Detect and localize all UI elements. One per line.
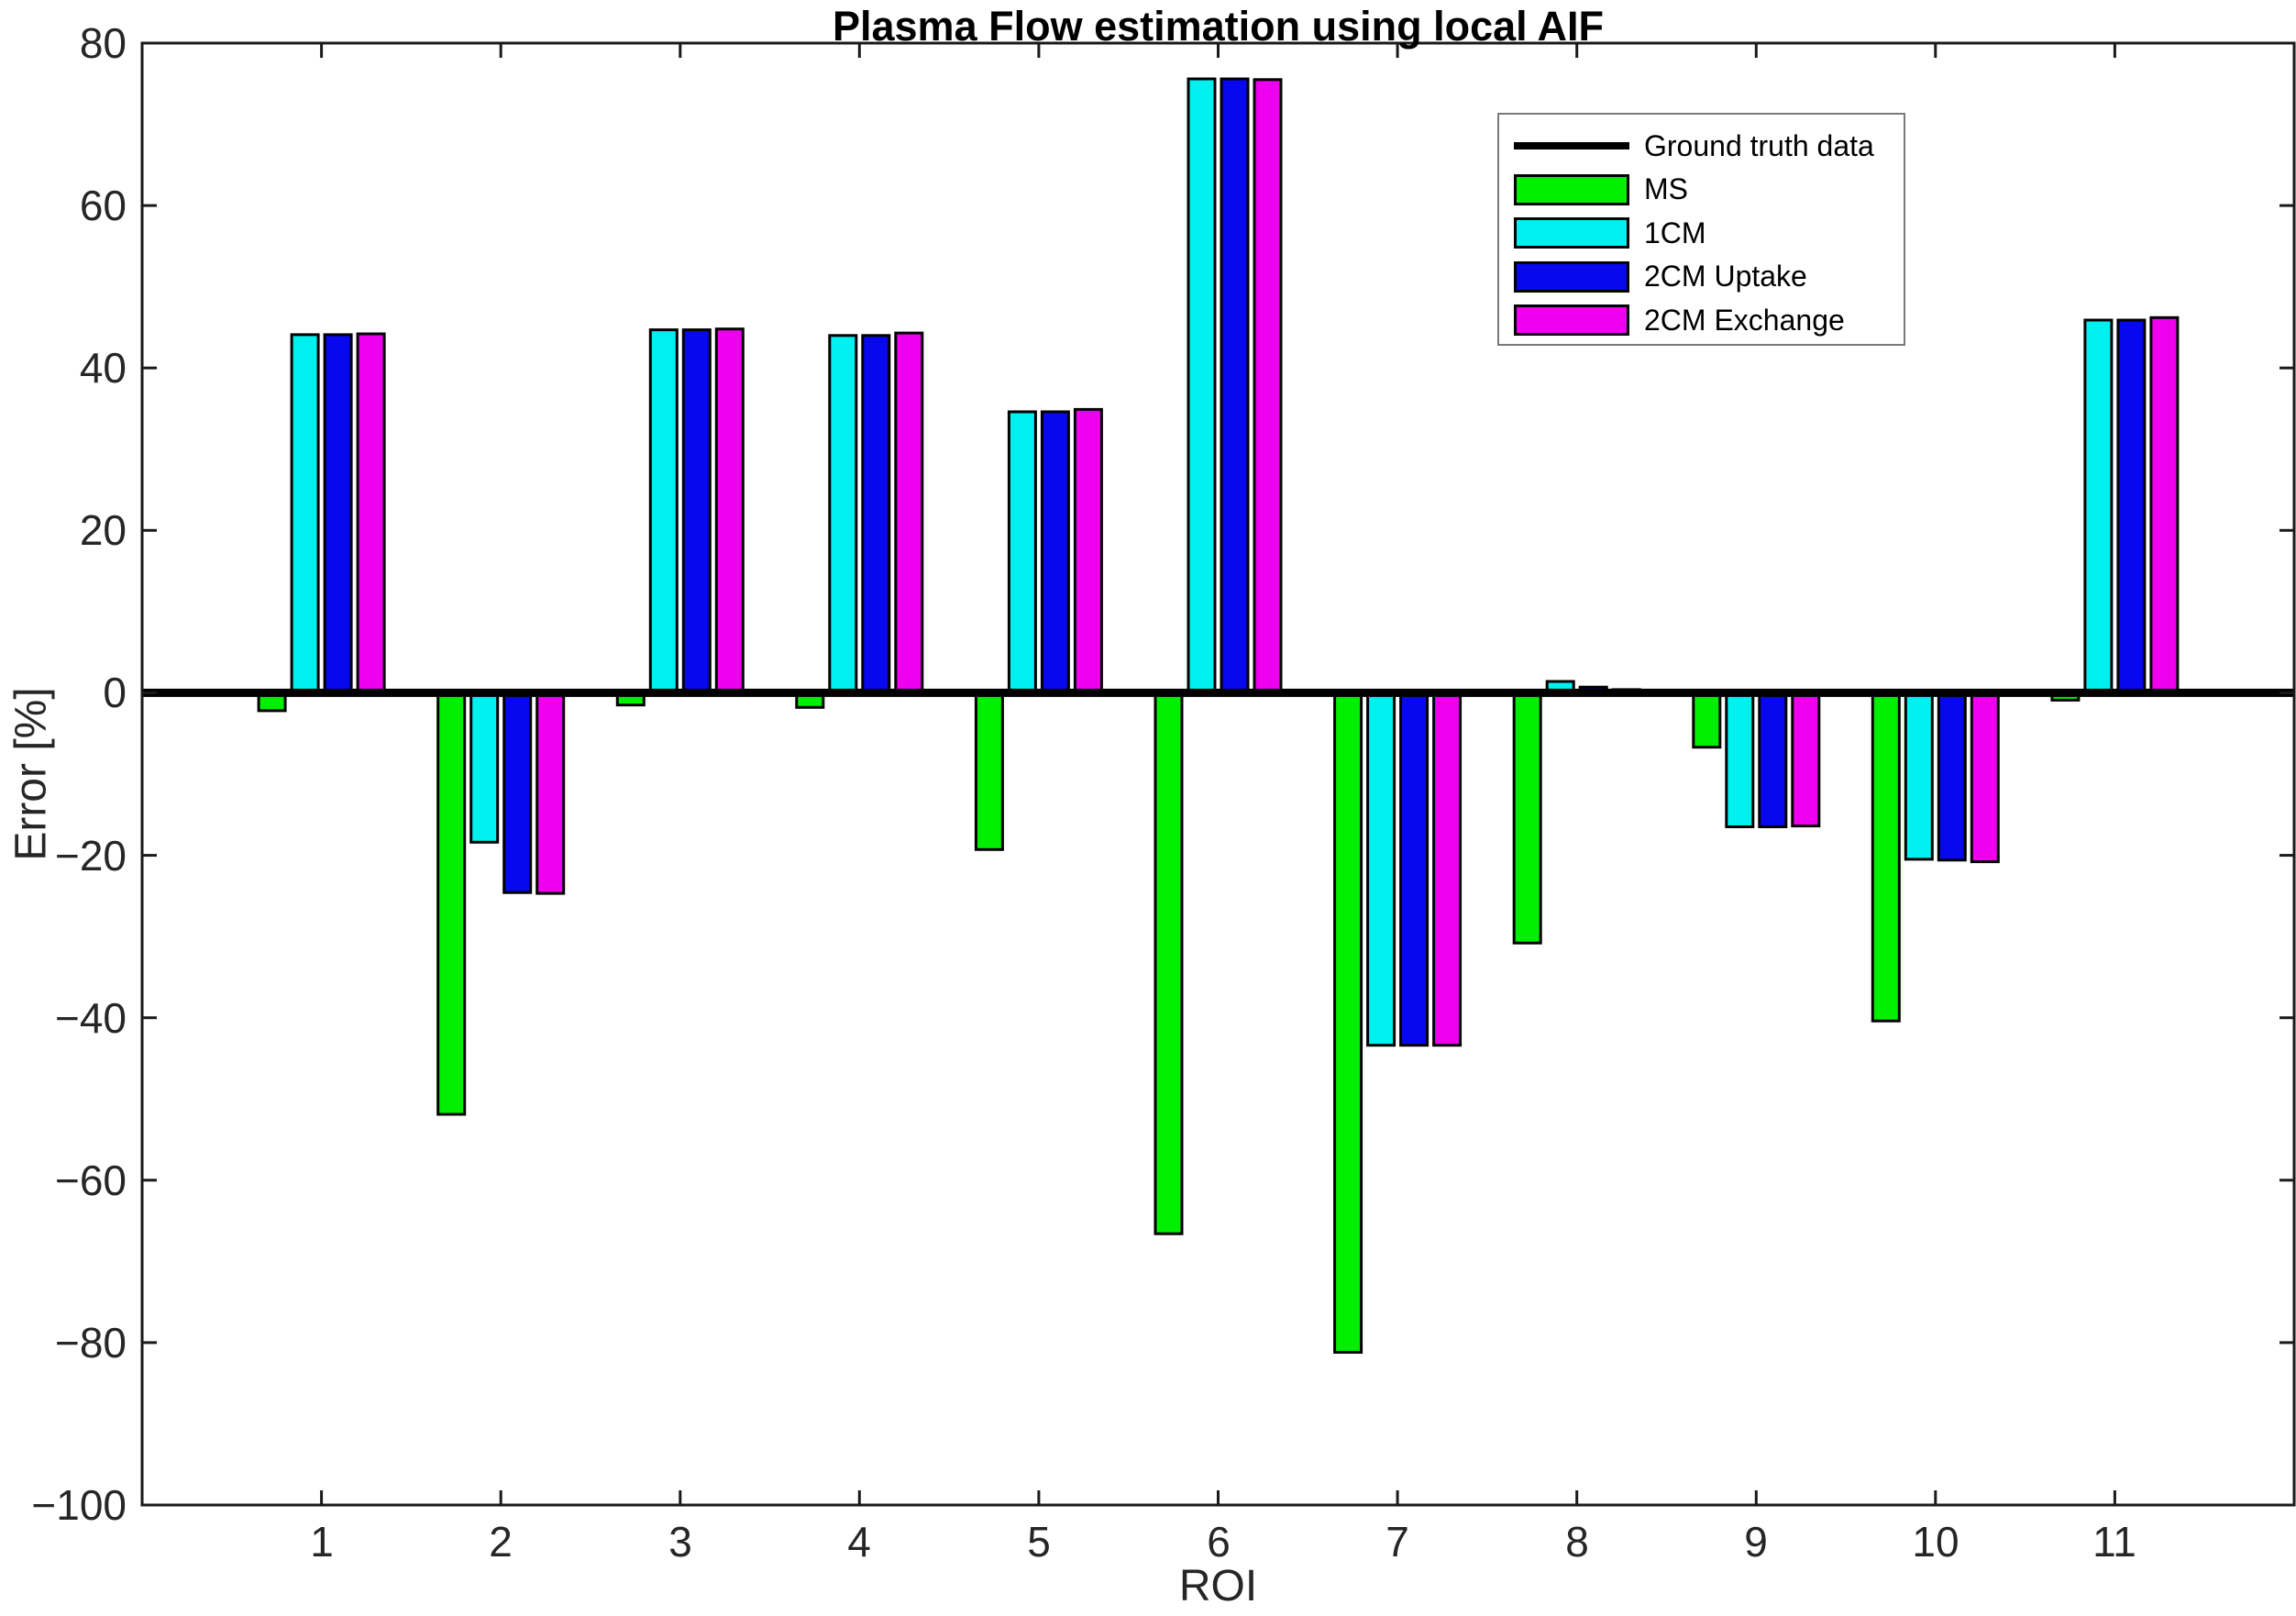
bar-1cm-roi-11 [2083, 318, 2114, 694]
bar-1cm-roi-9 [1725, 691, 1755, 829]
y-tick-label-40: 40 [79, 344, 127, 392]
bar-1cm-roi-2 [469, 691, 500, 844]
x-axis-label: ROI [1178, 1562, 1258, 1610]
y-tick-label-20: 20 [79, 506, 127, 554]
bar-2cm-uptake-roi-3 [681, 328, 712, 694]
bar-2cm-exchange-roi-4 [894, 331, 924, 694]
legend: Ground truth data MS 1CM 2CM Uptake 2CM Exch… [1497, 113, 1905, 346]
y-tick-label--40: −40 [54, 994, 127, 1042]
x-tick-label-4: 4 [847, 1518, 871, 1566]
legend-swatch-2cm-uptake [1514, 260, 1629, 293]
x-tick-label-8: 8 [1565, 1518, 1589, 1566]
bar-1cm-roi-10 [1904, 691, 1934, 861]
x-tick-label-3: 3 [668, 1518, 692, 1566]
legend-item-ground-truth-data: Ground truth data [1499, 127, 1904, 164]
bar-1cm-roi-3 [648, 328, 679, 694]
legend-label-2cm-uptake: 2CM Uptake [1644, 260, 1807, 293]
y-tick-label-60: 60 [79, 182, 127, 229]
bar-ms-roi-7 [1333, 691, 1363, 1354]
legend-label-ms: MS [1644, 172, 1688, 205]
bar-2cm-uptake-roi-9 [1758, 691, 1788, 829]
bar-1cm-roi-6 [1187, 77, 1217, 694]
legend-item-1cm: 1CM [1499, 215, 1904, 251]
bar-ms-roi-5 [974, 691, 1004, 851]
bar-2cm-uptake-roi-7 [1399, 691, 1429, 1047]
bar-ms-roi-10 [1871, 691, 1901, 1023]
bar-2cm-exchange-roi-7 [1432, 691, 1463, 1047]
bar-2cm-uptake-roi-2 [502, 691, 533, 894]
bar-ms-roi-8 [1512, 691, 1542, 945]
bar-ms-roi-6 [1154, 691, 1184, 1235]
bar-2cm-exchange-roi-11 [2149, 315, 2180, 694]
y-tick-label--20: −20 [54, 832, 127, 880]
bar-2cm-uptake-roi-4 [861, 334, 891, 694]
bar-2cm-exchange-roi-2 [535, 691, 566, 895]
bar-2cm-exchange-roi-10 [1970, 691, 2000, 864]
bar-2cm-uptake-roi-11 [2116, 318, 2147, 694]
bar-1cm-roi-4 [828, 334, 858, 694]
bar-2cm-exchange-roi-6 [1253, 78, 1283, 694]
legend-swatch-ms [1514, 173, 1629, 205]
x-tick-label-2: 2 [489, 1518, 513, 1566]
x-tick-label-9: 9 [1744, 1518, 1768, 1566]
ground-truth-line [142, 688, 2294, 697]
legend-label-ground-truth-data: Ground truth data [1644, 128, 1874, 162]
x-tick-label-11: 11 [2092, 1518, 2136, 1566]
x-tick-label-7: 7 [1385, 1518, 1409, 1566]
legend-item-2cm-uptake: 2CM Uptake [1499, 259, 1904, 295]
bar-2cm-uptake-roi-1 [323, 333, 353, 694]
y-tick-label--80: −80 [54, 1319, 127, 1367]
y-tick-label-0: 0 [103, 669, 127, 716]
legend-swatch-2cm-exchange [1514, 304, 1629, 336]
x-tick-label-10: 10 [1912, 1518, 1959, 1566]
y-tick-label--60: −60 [54, 1157, 127, 1204]
legend-swatch-ground-truth-data [1514, 142, 1629, 149]
x-tick-label-5: 5 [1027, 1518, 1051, 1566]
bar-2cm-uptake-roi-10 [1937, 691, 1967, 862]
x-tick-label-6: 6 [1207, 1518, 1231, 1566]
y-tick-label--100: −100 [31, 1481, 127, 1529]
legend-label-2cm-exchange: 2CM Exchange [1644, 303, 1845, 337]
bar-2cm-exchange-roi-9 [1791, 691, 1821, 828]
chart-title: Plasma Flow estimation using local AIF [832, 3, 1604, 50]
legend-item-ms: MS [1499, 172, 1904, 208]
bar-ms-roi-2 [436, 691, 467, 1116]
legend-item-2cm-exchange: 2CM Exchange [1499, 302, 1904, 338]
bar-2cm-uptake-roi-6 [1220, 77, 1250, 694]
bar-1cm-roi-5 [1007, 410, 1037, 694]
bar-2cm-exchange-roi-3 [714, 327, 745, 694]
bar-ms-roi-9 [1692, 691, 1722, 749]
x-tick-label-1: 1 [310, 1518, 334, 1566]
bar-2cm-uptake-roi-5 [1040, 410, 1070, 694]
legend-swatch-1cm [1514, 217, 1629, 249]
bar-1cm-roi-1 [290, 333, 320, 694]
y-tick-label-80: 80 [79, 19, 127, 67]
bar-2cm-exchange-roi-5 [1073, 407, 1103, 694]
bar-1cm-roi-7 [1366, 691, 1396, 1047]
bar-2cm-exchange-roi-1 [356, 332, 386, 694]
legend-label-1cm: 1CM [1644, 216, 1706, 249]
